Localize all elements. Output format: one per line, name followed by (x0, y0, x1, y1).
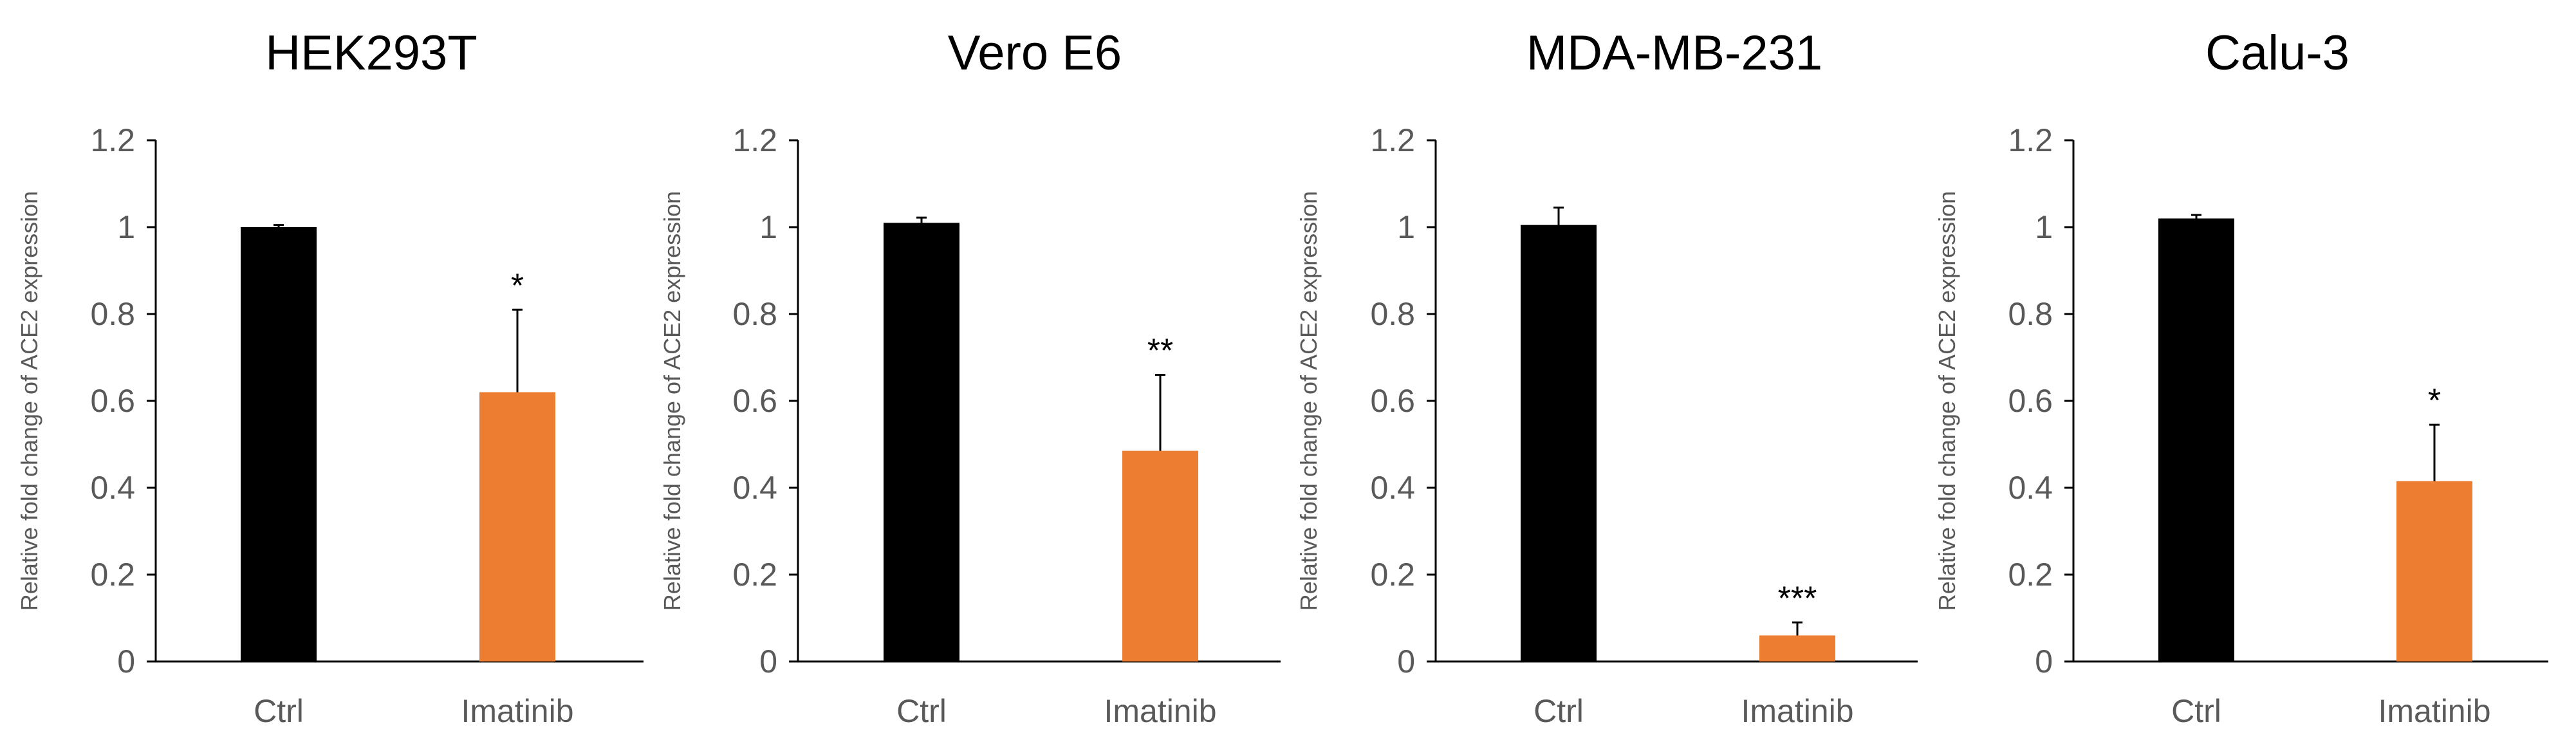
chart-title: HEK293T (265, 26, 477, 80)
y-tick-label: 0.6 (90, 383, 135, 419)
y-tick-label: 0 (1397, 643, 1415, 680)
x-tick-label: Imatinib (1741, 693, 1853, 729)
chart-panel-3: MDA-MB-231 Relative fold change of ACE2 e… (1295, 26, 1918, 729)
x-tick-label: Ctrl (1534, 693, 1584, 729)
y-tick-label: 1 (2035, 209, 2053, 245)
x-tick-label: Imatinib (461, 693, 573, 729)
y-tick-label: 1 (117, 209, 135, 245)
bar-imatinib (2396, 481, 2472, 661)
chart-title: MDA-MB-231 (1526, 26, 1822, 80)
y-tick-label: 0.4 (732, 470, 777, 506)
y-tick-label: 0.2 (732, 557, 777, 593)
chart-title: Calu-3 (2205, 26, 2349, 80)
bar-imatinib (1759, 635, 1835, 661)
bar-ctrl (241, 227, 317, 661)
y-tick-label: 0.6 (732, 383, 777, 419)
y-tick-label: 1 (1397, 209, 1415, 245)
y-axis-label: Relative fold change of ACE2 expression (16, 191, 42, 611)
y-tick-label: 0.6 (1370, 383, 1415, 419)
chart-title: Vero E6 (948, 26, 1122, 80)
bar-ctrl (884, 223, 959, 661)
y-tick-label: 0.4 (90, 470, 135, 506)
y-tick-label: 1.2 (90, 122, 135, 158)
bar-imatinib (479, 392, 555, 661)
y-tick-label: 1.2 (1370, 122, 1415, 158)
y-tick-label: 0.8 (90, 296, 135, 332)
y-tick-label: 0.8 (1370, 296, 1415, 332)
y-tick-label: 0 (2035, 643, 2053, 680)
y-tick-label: 1.2 (732, 122, 777, 158)
bar-imatinib (1122, 450, 1198, 661)
bar-ctrl (1521, 225, 1597, 661)
bar-ctrl (2158, 218, 2234, 661)
x-tick-label: Ctrl (2171, 693, 2221, 729)
y-tick-label: 0.8 (732, 296, 777, 332)
chart-panel-4: Calu-3 Relative fold change of ACE2 expre… (1934, 26, 2548, 729)
y-axis-label: Relative fold change of ACE2 expression (1934, 191, 1960, 611)
x-tick-label: Ctrl (254, 693, 304, 729)
y-tick-label: 0.6 (2008, 383, 2053, 419)
y-tick-label: 0.8 (2008, 296, 2053, 332)
x-tick-label: Imatinib (1104, 693, 1216, 729)
y-tick-label: 0.4 (1370, 470, 1415, 506)
x-tick-label: Imatinib (2378, 693, 2490, 729)
significance-marker: ** (1147, 333, 1173, 370)
y-axis-label: Relative fold change of ACE2 expression (1295, 191, 1322, 611)
y-tick-label: 0 (117, 643, 135, 680)
chart-panel-2: Vero E6 Relative fold change of ACE2 expr… (659, 26, 1281, 729)
y-tick-label: 0.4 (2008, 470, 2053, 506)
x-tick-label: Ctrl (896, 693, 947, 729)
significance-marker: * (511, 267, 524, 304)
y-tick-label: 0.2 (90, 557, 135, 593)
y-tick-label: 0.2 (1370, 557, 1415, 593)
chart-panel-1: HEK293T Relative fold change of ACE2 expr… (16, 26, 644, 729)
y-tick-label: 1.2 (2008, 122, 2053, 158)
y-axis-label: Relative fold change of ACE2 expression (659, 191, 685, 611)
significance-marker: *** (1778, 580, 1817, 617)
y-tick-label: 0 (759, 643, 777, 680)
y-tick-label: 0.2 (2008, 557, 2053, 593)
y-tick-label: 1 (759, 209, 777, 245)
significance-marker: * (2428, 382, 2441, 420)
